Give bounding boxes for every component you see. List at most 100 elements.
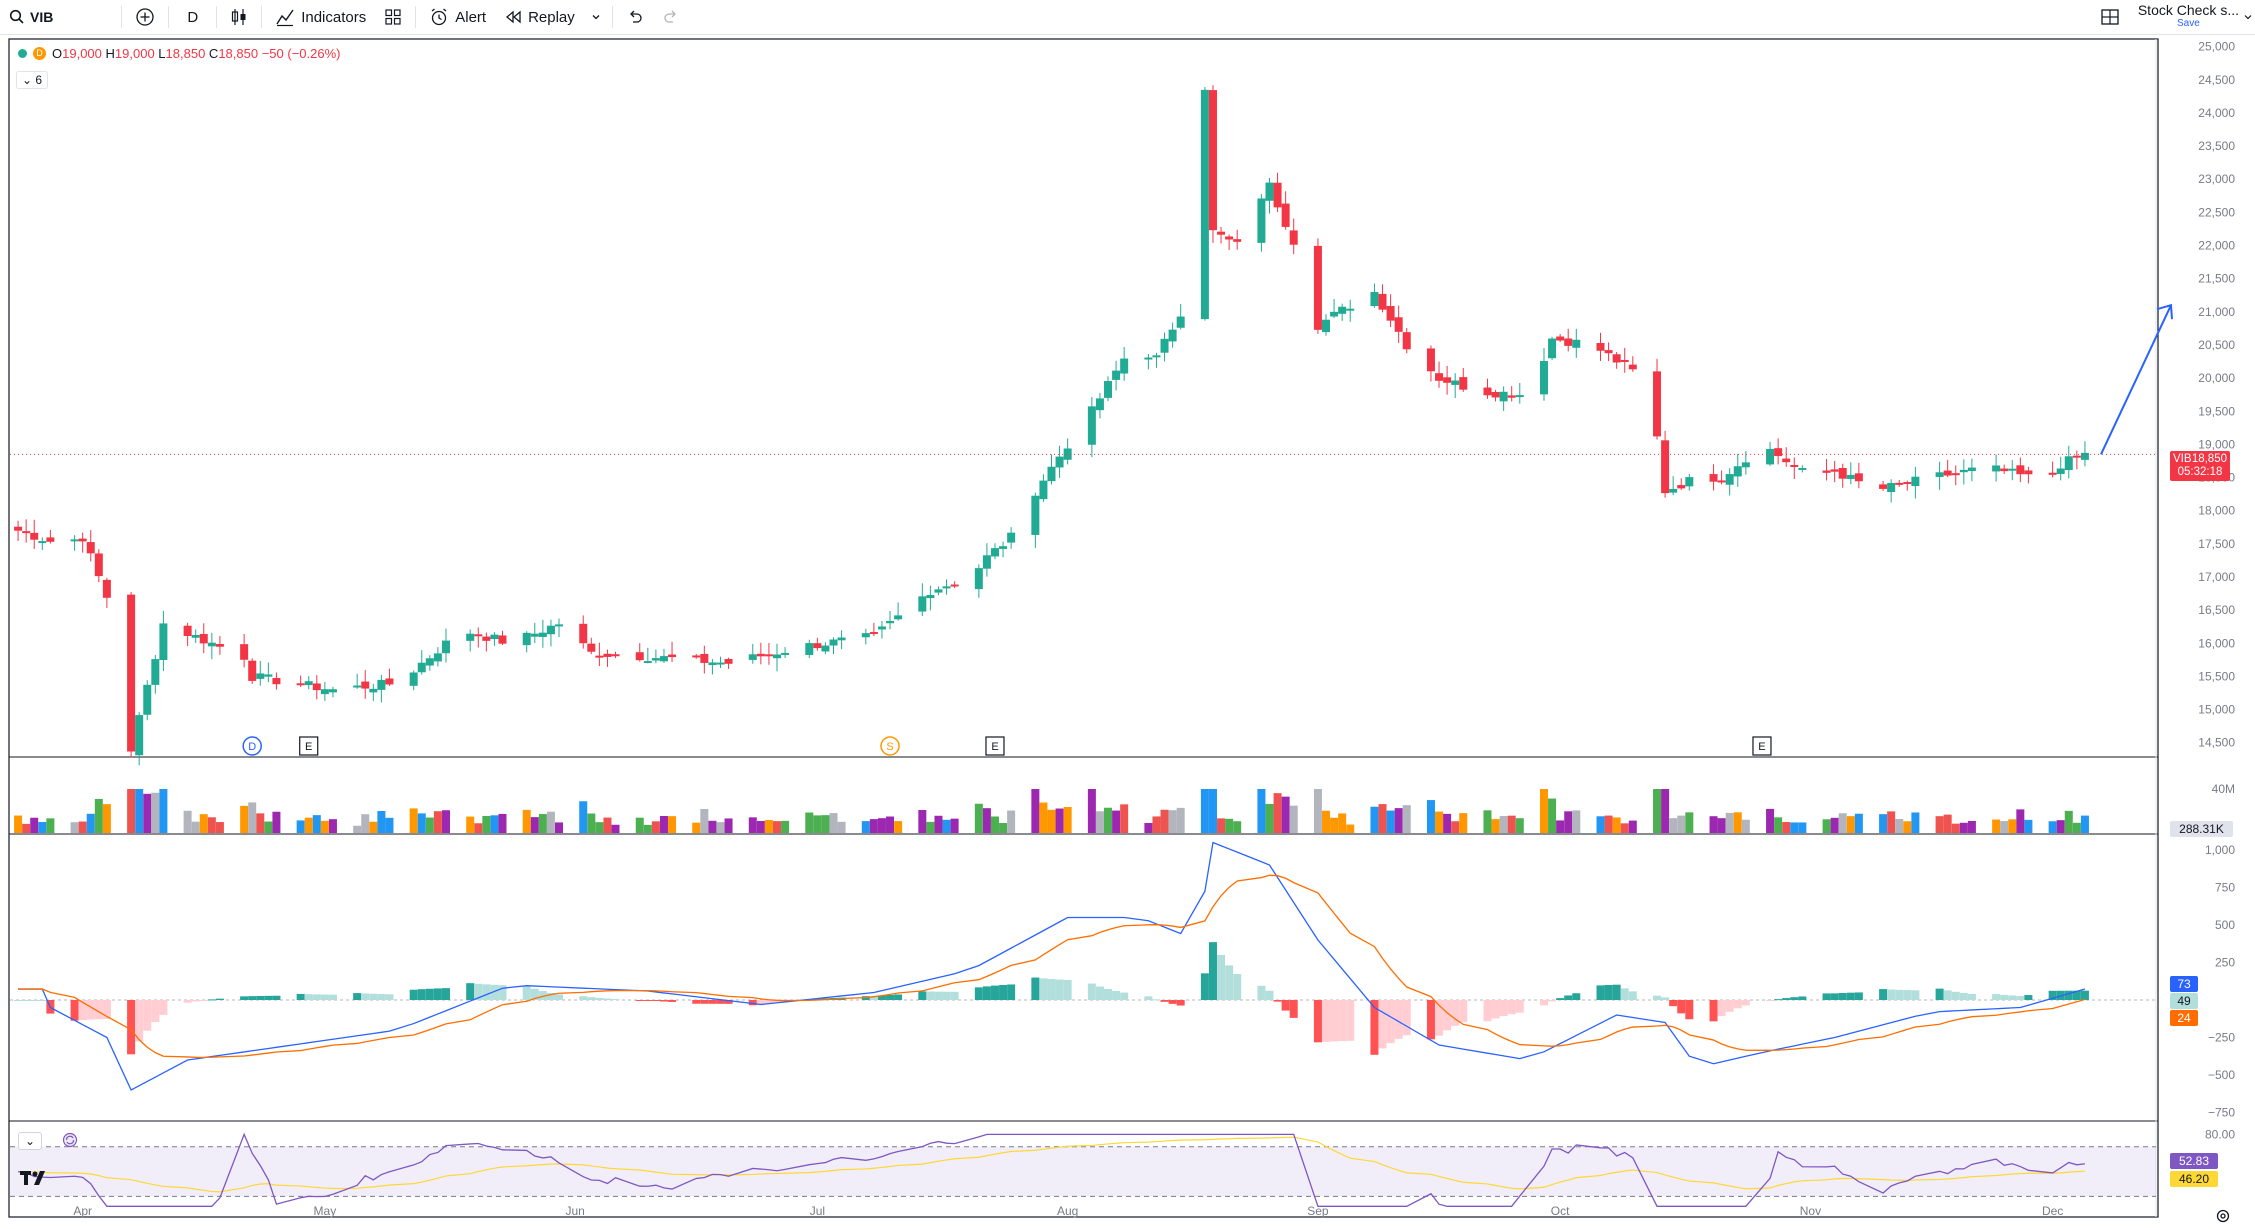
candle-body: [1435, 373, 1444, 381]
indicators-icon: [275, 7, 295, 27]
macd-hist-bar: [2064, 990, 2073, 1000]
time-axis-tick: Aug: [1057, 1204, 1078, 1218]
macd-hist-bar: [1152, 999, 1161, 1001]
macd-axis-tick: −500: [2208, 1068, 2235, 1082]
volume-bar: [781, 820, 790, 833]
macd-hist-bar: [587, 997, 596, 1000]
layout-setup-button[interactable]: [2091, 0, 2129, 34]
macd-hist-bar: [328, 994, 337, 1000]
candle-body: [1903, 482, 1912, 485]
macd-hist-bar: [756, 1000, 765, 1006]
candle-body: [143, 684, 152, 715]
macd-hist-bar: [1774, 999, 1783, 1001]
volume-bar: [1992, 819, 2001, 833]
replay-menu-button[interactable]: [584, 0, 608, 34]
layout-name-button[interactable]: Stock Check s... Save: [2129, 0, 2255, 34]
candle-body: [1515, 395, 1524, 398]
settings-icon[interactable]: [2215, 1208, 2231, 1229]
volume-bar: [1507, 815, 1516, 833]
redo-button[interactable]: [653, 0, 689, 34]
macd-hist-bar: [522, 985, 531, 1000]
macd-hist-bar: [886, 994, 895, 1000]
macd-hist-bar: [1564, 995, 1573, 1000]
candle-body: [490, 634, 499, 640]
chart-canvas[interactable]: 25,000 24,500 24,000 23,500 23,000 22,500 22,0…: [0, 35, 2255, 1225]
macd-hist-bar: [999, 984, 1008, 1000]
macd-hist-bar: [1903, 990, 1912, 1000]
candle-body: [1200, 89, 1209, 320]
macd-hist-bar: [159, 1000, 168, 1015]
candle-body: [1176, 316, 1185, 328]
candle-body: [191, 634, 200, 638]
candle-body: [1838, 467, 1847, 479]
volume-bar: [1951, 823, 1960, 833]
candle-body: [425, 658, 434, 666]
volume-bar: [1782, 822, 1791, 833]
volume-bar: [86, 813, 95, 833]
interval-button[interactable]: D: [173, 0, 212, 34]
macd-hist-bar: [1402, 1000, 1411, 1036]
legend-collapse-button[interactable]: ⌄ 6: [16, 71, 49, 89]
volume-bar: [1620, 823, 1629, 833]
candle-body: [1556, 336, 1565, 341]
macd-hist-bar: [1160, 1000, 1169, 1002]
volume-bar: [1572, 810, 1581, 833]
volume-bar: [1225, 818, 1234, 833]
macd-hist-bar: [1935, 988, 1944, 1000]
candles-series: [14, 85, 2089, 766]
volume-bar: [1879, 814, 1888, 833]
candle-body: [1112, 370, 1121, 380]
candle-body: [183, 625, 192, 636]
save-link[interactable]: Save: [2177, 18, 2200, 29]
candle-body: [1935, 472, 1944, 477]
volume-bar: [1491, 819, 1500, 833]
volume-bar: [1394, 808, 1403, 833]
candle-body: [361, 681, 370, 689]
macd-hist-bar: [1055, 979, 1064, 1000]
chart-type-button[interactable]: [221, 0, 257, 34]
replay-button[interactable]: Replay: [495, 0, 584, 34]
price-axis-tick: 25,000: [2198, 40, 2235, 54]
volume-bar: [926, 821, 935, 833]
volume-bar: [724, 818, 733, 833]
compare-button[interactable]: [126, 0, 164, 34]
alert-button[interactable]: Alert: [420, 0, 495, 34]
candle-body: [748, 654, 757, 660]
volume-bar: [1346, 824, 1355, 833]
time-axis-tick: Nov: [1800, 1204, 1821, 1218]
volume-bar: [151, 792, 160, 833]
time-axis-tick: Jul: [810, 1204, 825, 1218]
macd-hist-bar: [877, 995, 886, 1000]
macd-hist-bar: [14, 1000, 23, 1001]
volume-bar: [482, 815, 491, 833]
symbol-search[interactable]: VIB: [0, 0, 62, 34]
rsi-collapse-button[interactable]: ⌄: [18, 1132, 42, 1150]
macd-hist-bar: [1499, 1000, 1508, 1017]
candle-body: [1426, 348, 1435, 372]
rsi-refresh-icon[interactable]: [62, 1132, 78, 1153]
volume-bar: [78, 821, 87, 833]
split-marker: [880, 736, 900, 756]
macd-axis-tick: 500: [2215, 918, 2235, 932]
price-axis-tick: 23,000: [2198, 172, 2235, 186]
volume-bar: [1273, 793, 1282, 833]
macd-hist-bar: [2024, 995, 2033, 1000]
volume-bar: [1854, 813, 1863, 833]
candle-body: [829, 639, 838, 646]
undo-button[interactable]: [617, 0, 653, 34]
candle-body: [1144, 357, 1153, 360]
macd-hist-bar: [1604, 985, 1613, 1000]
candle-body: [1265, 182, 1274, 201]
macd-hist-bar: [1451, 1000, 1460, 1026]
indicators-button[interactable]: Indicators: [266, 0, 375, 34]
macd-hist-tag: 49: [2170, 993, 2198, 1009]
candle-body: [1346, 308, 1355, 311]
macd-hist-bar: [1233, 974, 1242, 1000]
layout-icon: [2100, 7, 2120, 27]
volume-bar: [1774, 817, 1783, 833]
macd-hist-bar: [603, 998, 612, 1000]
volume-bar: [2048, 821, 2057, 833]
volume-bar: [635, 817, 644, 833]
volume-bar: [353, 825, 362, 833]
templates-button[interactable]: [375, 0, 411, 34]
